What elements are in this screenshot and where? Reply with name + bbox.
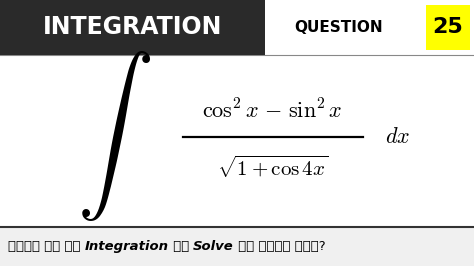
Text: $dx$: $dx$ — [384, 127, 410, 147]
Text: Integration: Integration — [85, 240, 169, 253]
Text: INTEGRATION: INTEGRATION — [43, 15, 222, 39]
Text: कर सकते हैं?: कर सकते हैं? — [234, 240, 326, 253]
Text: 25: 25 — [433, 17, 464, 37]
Text: QUESTION: QUESTION — [294, 20, 383, 35]
Text: $\int$: $\int$ — [77, 49, 151, 223]
Text: क्या आप इस: क्या आप इस — [8, 240, 85, 253]
Text: Solve: Solve — [193, 240, 234, 253]
Text: $\cos^2 x\ {-}\ \sin^2 x$: $\cos^2 x\ {-}\ \sin^2 x$ — [202, 99, 343, 123]
FancyBboxPatch shape — [0, 227, 474, 266]
Text: $\sqrt{1 + \cos 4x}$: $\sqrt{1 + \cos 4x}$ — [217, 154, 328, 180]
FancyBboxPatch shape — [0, 0, 265, 55]
Text: को: को — [169, 240, 193, 253]
FancyBboxPatch shape — [426, 5, 470, 50]
